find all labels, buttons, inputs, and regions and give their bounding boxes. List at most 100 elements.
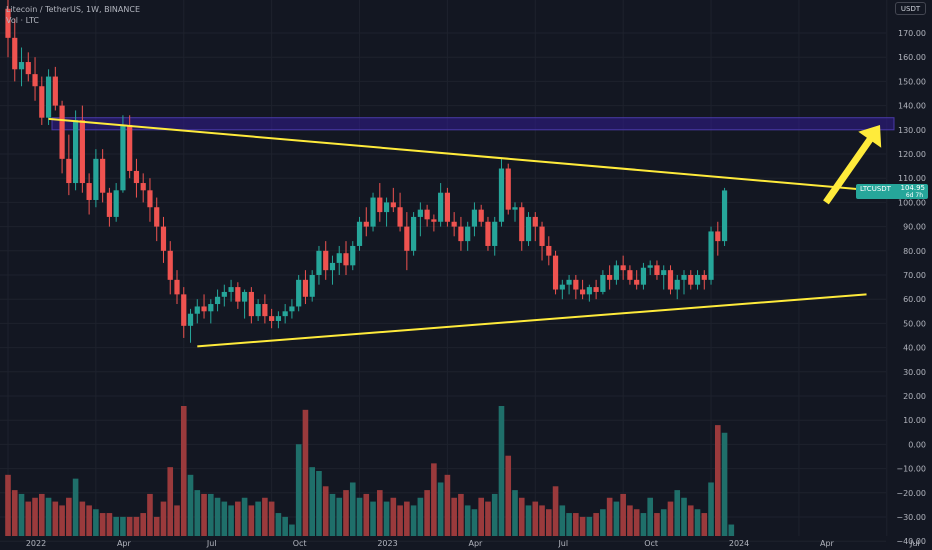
- candle-body: [275, 316, 281, 321]
- volume-bar: [66, 497, 72, 536]
- symbol-title[interactable]: Litecoin / TetherUS, 1W, BINANCE: [6, 5, 141, 14]
- candle-body: [701, 275, 707, 280]
- candle-body: [39, 86, 45, 118]
- candle-body: [600, 275, 606, 292]
- candle-body: [309, 275, 315, 297]
- candle-body: [100, 158, 106, 193]
- time-tick-label: 2022: [26, 539, 46, 548]
- volume-bar: [566, 513, 572, 536]
- candle-body: [458, 226, 464, 242]
- volume-bar: [349, 482, 356, 536]
- price-tick-label: 30.00: [903, 368, 926, 377]
- volume-indicator-label[interactable]: Vol · LTC: [6, 16, 39, 25]
- volume-bar: [377, 490, 383, 536]
- candle-body: [262, 304, 268, 317]
- price-tick-label: 120.00: [898, 150, 926, 159]
- volume-bar: [464, 505, 471, 536]
- candle-body: [363, 221, 369, 227]
- volume-bar: [228, 505, 234, 536]
- volume-bar: [106, 513, 113, 536]
- candle-body: [289, 306, 295, 312]
- volume-bar: [187, 474, 194, 536]
- price-tick-label: 160.00: [898, 53, 926, 62]
- volume-bar: [573, 513, 579, 536]
- candle-body: [174, 279, 180, 295]
- volume-bar: [18, 493, 25, 536]
- volume-bar: [86, 505, 92, 536]
- volume-bar: [444, 474, 451, 536]
- candle-body: [120, 124, 126, 191]
- candle-body: [512, 207, 518, 210]
- candle-body: [66, 158, 72, 184]
- candle-body: [242, 291, 248, 302]
- volume-bar: [437, 482, 444, 536]
- volume-bar: [221, 501, 228, 536]
- candle-body: [181, 294, 187, 326]
- candle-body: [397, 207, 403, 227]
- candle-body: [356, 221, 363, 246]
- volume-bar: [627, 505, 633, 536]
- candle-body: [201, 306, 207, 312]
- volume-bar: [390, 497, 397, 536]
- volume-bar: [295, 444, 302, 536]
- candle-body: [79, 120, 85, 184]
- volume-bar: [728, 524, 735, 536]
- volume-bar: [99, 513, 106, 536]
- candle-body: [167, 250, 173, 280]
- candle-body: [593, 287, 599, 292]
- volume-bar: [532, 501, 539, 536]
- volume-bar: [383, 501, 390, 536]
- candle-body: [404, 226, 410, 251]
- volume-bar: [606, 497, 613, 536]
- candle-body: [18, 62, 25, 70]
- candle-body: [93, 158, 99, 200]
- price-tick-label: 0.00: [908, 440, 926, 449]
- volume-bar: [241, 497, 248, 536]
- volume-bar: [255, 501, 261, 536]
- volume-bar: [59, 505, 65, 536]
- volume-bar: [431, 463, 437, 536]
- candle-body: [377, 197, 383, 213]
- volume-bar: [201, 493, 207, 536]
- price-tick-label: 110.00: [898, 174, 926, 183]
- volume-bar: [552, 486, 559, 536]
- candle-body: [478, 209, 484, 222]
- candle-body: [140, 183, 146, 191]
- volume-bar: [647, 497, 653, 536]
- volume-bar: [167, 467, 174, 536]
- volume-bar: [268, 501, 275, 536]
- volume-bar: [120, 516, 126, 536]
- volume-bar: [329, 493, 336, 536]
- currency-button[interactable]: USDT: [895, 2, 926, 15]
- candle-body: [106, 192, 112, 217]
- candle-body: [25, 62, 31, 75]
- volume-bar: [701, 513, 708, 536]
- candle-body: [12, 37, 18, 70]
- volume-bar: [133, 516, 140, 536]
- price-axis: 170.00 160.00 150.00 140.00 130.00 120.00 110.…: [896, 29, 926, 546]
- volume-bar: [356, 497, 363, 536]
- volume-bar: [72, 478, 79, 536]
- time-tick-label: Jul: [557, 539, 568, 548]
- price-tick-label: −20.00: [896, 489, 926, 498]
- candle-body: [302, 279, 309, 297]
- volume-bar: [25, 501, 32, 536]
- candle-body: [580, 289, 586, 295]
- volume-bar: [147, 493, 153, 536]
- candle-body: [154, 207, 160, 227]
- candle-body: [586, 287, 592, 295]
- candle-body: [438, 192, 444, 222]
- volume-bar: [546, 509, 552, 536]
- volume-bar: [674, 490, 681, 536]
- candle-body: [505, 168, 511, 210]
- price-tick-label: 150.00: [898, 77, 926, 86]
- candle-body: [424, 209, 430, 220]
- candle-body: [214, 296, 221, 305]
- candle-body: [221, 291, 227, 297]
- volume-bar: [485, 501, 491, 536]
- volume-bar: [194, 490, 201, 536]
- volume-bar: [343, 490, 349, 536]
- volume-bar: [491, 493, 498, 536]
- candle-body: [248, 291, 254, 317]
